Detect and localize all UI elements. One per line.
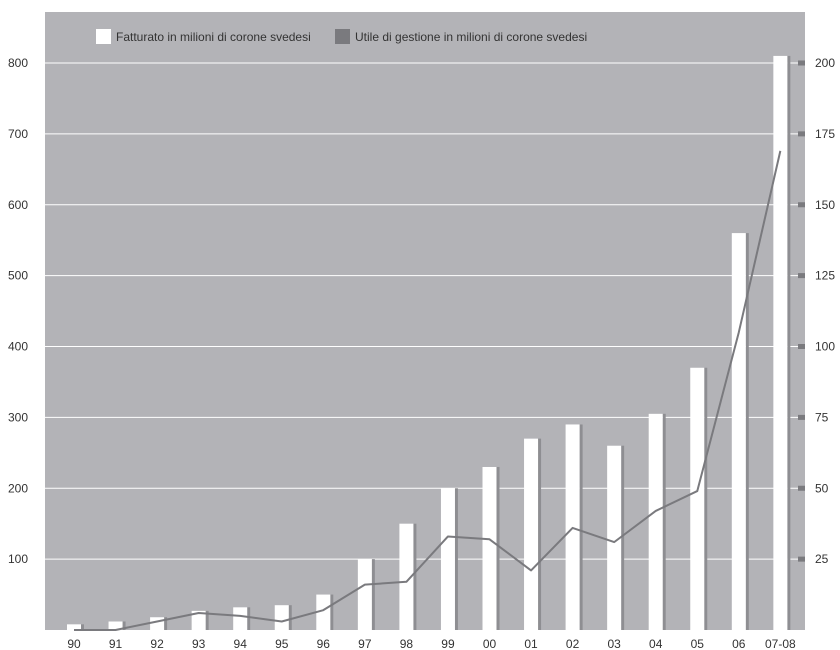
bar-06 (731, 233, 746, 630)
x-tick-label: 98 (400, 637, 414, 650)
right-tick-label: 50 (815, 481, 829, 495)
legend-label-profit: Utile di gestione in milioni di corone s… (355, 30, 587, 44)
bar-shadow (662, 413, 666, 630)
left-tick-label: 500 (8, 269, 28, 283)
bar-04 (648, 413, 663, 630)
bar-shadow (454, 488, 458, 630)
right-tick-mark (798, 131, 805, 137)
right-tick-mark (798, 202, 805, 208)
left-tick-label: 300 (8, 410, 28, 424)
bar-99 (440, 488, 455, 630)
left-tick-label: 200 (8, 481, 28, 495)
legend-swatch-profit (335, 29, 350, 44)
right-tick-mark (798, 344, 805, 349)
x-tick-label: 05 (691, 637, 705, 650)
bar-shadow (205, 610, 209, 630)
bar-shadow (330, 594, 334, 630)
profit-line-path (74, 150, 782, 631)
left-tick-label: 700 (8, 127, 28, 141)
bar-shadow (288, 605, 292, 630)
x-axis: 90 91 92 93 94 95 96 97 98 99 00 01 02 03 04 05 06 07-08 (67, 637, 796, 650)
bar-shadow (745, 233, 749, 630)
right-tick-label: 150 (815, 198, 835, 212)
x-tick-label: 00 (483, 637, 497, 650)
x-tick-label: 96 (317, 637, 331, 650)
bar-00 (482, 466, 497, 630)
right-tick-label: 75 (815, 410, 829, 424)
bar-shadow (81, 624, 84, 630)
legend-swatch-revenue (96, 29, 111, 44)
bar-shadow (579, 424, 583, 630)
bar-shadow (413, 523, 417, 630)
bar-92 (150, 617, 165, 630)
right-tick-label: 100 (815, 340, 835, 354)
bar-93 (191, 610, 206, 630)
left-tick-label: 600 (8, 198, 28, 212)
x-tick-label: 97 (358, 637, 372, 650)
bar-05 (690, 367, 705, 630)
bar-07-08 (773, 55, 788, 631)
bar-01 (524, 438, 539, 630)
x-tick-label: 91 (109, 637, 123, 650)
bar-shadow (704, 367, 708, 630)
x-tick-label: 90 (67, 637, 81, 650)
x-tick-label: 07-08 (765, 637, 796, 650)
bar-03 (607, 445, 622, 630)
bar-95 (274, 605, 289, 630)
bar-shadow (621, 445, 625, 630)
legend-label-revenue: Fatturato in milioni di corone svedesi (116, 30, 311, 44)
x-tick-label: 94 (234, 637, 248, 650)
bar-shadow (538, 438, 542, 630)
bar-94 (233, 607, 248, 630)
bar-shadow (164, 617, 168, 630)
bar-96 (316, 594, 331, 630)
left-tick-label: 800 (8, 56, 28, 70)
x-tick-label: 93 (192, 637, 206, 650)
right-tick-label: 175 (815, 127, 835, 141)
profit-line (74, 150, 782, 631)
bars (67, 55, 791, 631)
x-tick-label: 06 (732, 637, 746, 650)
bar-97 (357, 559, 372, 630)
right-tick-mark (798, 485, 805, 491)
right-tick-label: 200 (815, 56, 835, 70)
bar-shadow (247, 607, 251, 630)
x-tick-label: 92 (150, 637, 164, 650)
right-tick-mark (798, 60, 805, 66)
gridlines (45, 62, 805, 560)
bar-shadow (787, 55, 791, 631)
right-tick-label: 25 (815, 552, 829, 566)
left-tick-label: 400 (8, 340, 28, 354)
bar-shadow (122, 621, 126, 630)
left-y-axis: 100 200 300 400 500 600 700 800 (8, 56, 28, 566)
x-tick-label: 04 (649, 637, 663, 650)
legend: Fatturato in milioni di corone svedesi U… (96, 29, 587, 44)
x-tick-label: 95 (275, 637, 289, 650)
bar-98 (399, 523, 414, 630)
x-tick-label: 99 (441, 637, 455, 650)
right-tick-mark (798, 414, 805, 420)
right-tick-mark (798, 556, 805, 562)
bar-shadow (496, 466, 500, 630)
plot-background (45, 12, 805, 630)
x-tick-label: 03 (607, 637, 621, 650)
right-tick-mark (798, 273, 805, 279)
x-tick-label: 02 (566, 637, 580, 650)
right-tick-label: 125 (815, 269, 835, 283)
left-tick-label: 100 (8, 552, 28, 566)
right-y-axis: 25 50 75 100 125 150 175 200 (798, 56, 835, 566)
x-tick-label: 01 (524, 637, 538, 650)
bar-91 (108, 621, 123, 630)
bar-shadow (371, 559, 375, 630)
bar-90 (67, 624, 81, 630)
